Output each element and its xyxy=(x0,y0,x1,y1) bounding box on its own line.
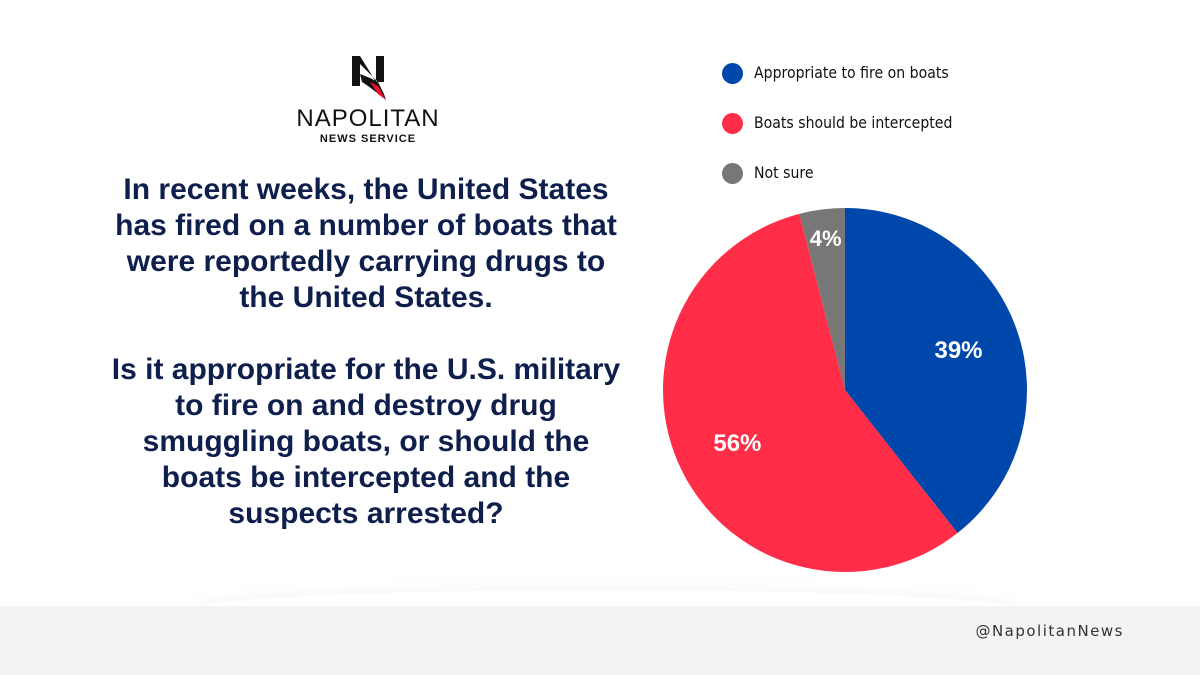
pie-label-intercept: 56% xyxy=(713,430,761,457)
logo-subtitle: NEWS SERVICE xyxy=(319,133,417,145)
pie-label-fire: 39% xyxy=(934,337,982,364)
question-ask: Is it appropriate for the U.S. military … xyxy=(111,353,621,530)
legend-swatch-intercept xyxy=(722,113,743,134)
footer-band xyxy=(0,606,1200,675)
legend-label-fire: Appropriate to fire on boats xyxy=(754,63,949,82)
pie-chart: 39% 56% 4% xyxy=(663,208,1027,572)
chart-legend: Appropriate to fire on boats Boats shoul… xyxy=(722,58,979,208)
napolitan-n-icon xyxy=(352,56,386,100)
pie-slice-not-sure xyxy=(799,208,845,390)
legend-label-not-sure: Not sure xyxy=(754,163,814,182)
legend-item-not-sure: Not sure xyxy=(722,158,979,208)
question-intro: In recent weeks, the United States has f… xyxy=(115,173,617,314)
legend-label-intercept: Boats should be intercepted xyxy=(754,113,953,132)
legend-item-intercept: Boats should be intercepted xyxy=(722,108,979,158)
survey-question: In recent weeks, the United States has f… xyxy=(110,172,622,532)
social-handle: @NapolitanNews xyxy=(975,622,1124,640)
napolitan-logo: NAPOLITAN NEWS SERVICE xyxy=(268,52,468,152)
logo-brand: NAPOLITAN xyxy=(296,105,440,132)
pie-slice-intercept xyxy=(663,213,958,572)
pie-label-not-sure: 4% xyxy=(810,226,842,251)
legend-item-fire: Appropriate to fire on boats xyxy=(722,58,979,108)
legend-swatch-fire xyxy=(722,63,743,84)
legend-swatch-not-sure xyxy=(722,163,743,184)
pie-slice-fire xyxy=(845,208,1027,534)
